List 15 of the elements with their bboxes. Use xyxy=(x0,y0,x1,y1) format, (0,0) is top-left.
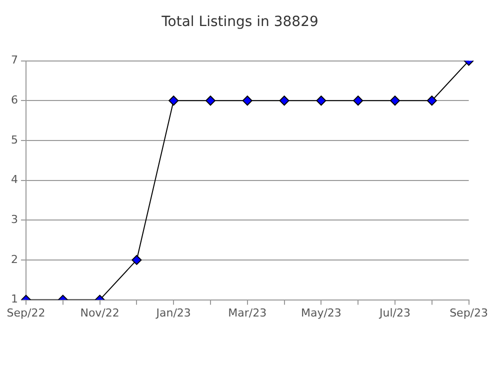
x-tick-label: May/23 xyxy=(300,306,342,320)
x-tick-label: Sep/23 xyxy=(450,306,488,320)
x-tick-label: Nov/22 xyxy=(80,306,120,320)
y-tick-label: 1 xyxy=(11,292,18,306)
x-tick-label: Jan/23 xyxy=(155,306,191,320)
x-tick-label: Sep/22 xyxy=(6,306,46,320)
x-tick-label: Jul/23 xyxy=(378,306,410,320)
chart-title: Total Listings in 38829 xyxy=(160,14,318,30)
y-tick-label: 2 xyxy=(11,252,18,266)
y-tick-label: 3 xyxy=(11,212,18,226)
y-tick-label: 4 xyxy=(11,173,18,186)
y-tick-label: 5 xyxy=(11,133,18,146)
y-tick-label: 6 xyxy=(11,93,18,106)
x-tick-label: Mar/23 xyxy=(228,306,267,320)
y-tick-label: 7 xyxy=(11,54,18,67)
